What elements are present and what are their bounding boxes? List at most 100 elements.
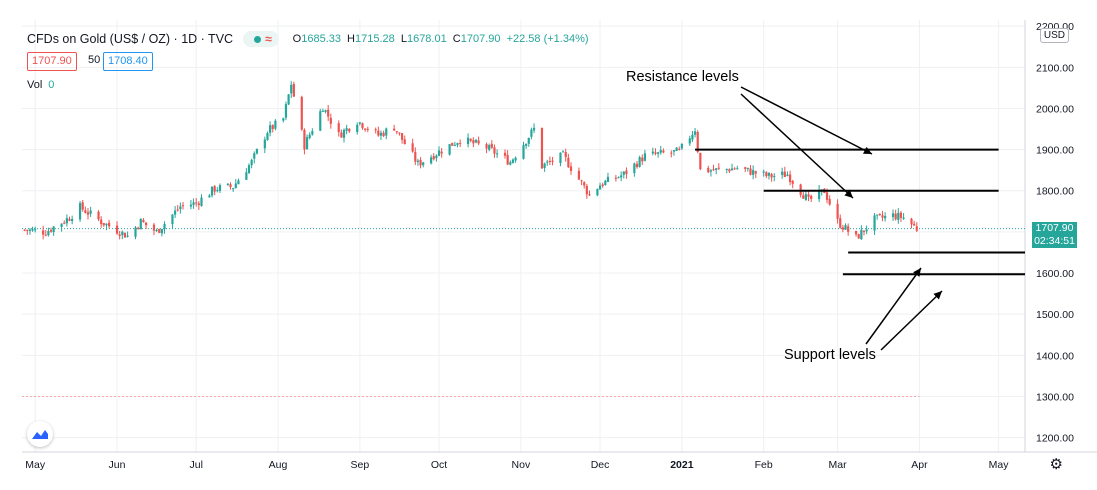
candle-body bbox=[253, 153, 256, 159]
candle-body bbox=[374, 129, 377, 131]
y-tick-label: 1500.00 bbox=[1036, 309, 1074, 321]
candle-body bbox=[49, 229, 53, 232]
candle-body bbox=[200, 197, 203, 206]
candle-body bbox=[173, 210, 177, 215]
currency-label[interactable]: USD bbox=[1039, 28, 1069, 43]
candle-body bbox=[839, 218, 842, 228]
candle-body bbox=[709, 170, 713, 172]
candle-body bbox=[530, 129, 533, 137]
candle-body bbox=[179, 206, 182, 210]
candle-body bbox=[783, 171, 786, 178]
candle-body bbox=[844, 225, 847, 230]
candle-body bbox=[569, 166, 573, 171]
candle-body bbox=[65, 218, 68, 224]
candle-body bbox=[163, 223, 166, 230]
candle-body bbox=[216, 190, 219, 192]
candle-body bbox=[134, 227, 137, 237]
candle-body bbox=[810, 195, 813, 199]
candle-body bbox=[361, 123, 364, 129]
candle-body bbox=[902, 217, 905, 219]
candle-body bbox=[416, 160, 420, 162]
candle-body bbox=[28, 229, 32, 231]
candle-body bbox=[878, 213, 881, 215]
candle-body bbox=[44, 234, 47, 236]
candle-body bbox=[31, 229, 34, 231]
candle-body bbox=[234, 183, 237, 189]
candle-body bbox=[717, 167, 720, 169]
candle-body bbox=[807, 194, 810, 197]
candle-body bbox=[828, 198, 831, 205]
candle-body bbox=[525, 143, 528, 146]
x-tick-label: Sep bbox=[351, 459, 370, 471]
x-tick-label: Dec bbox=[591, 459, 610, 471]
candle-body bbox=[366, 128, 369, 130]
candle-body bbox=[752, 170, 755, 175]
candle-body bbox=[440, 151, 443, 154]
resistance-arrow-lower bbox=[740, 93, 854, 199]
status-badge[interactable]: ≈ bbox=[243, 31, 279, 47]
market-open-dot-icon bbox=[254, 35, 262, 43]
x-tick-label: Oct bbox=[431, 459, 447, 471]
candle-body bbox=[282, 118, 285, 121]
candle-body bbox=[448, 144, 451, 155]
candle-body bbox=[860, 229, 863, 240]
candle-body bbox=[189, 204, 193, 207]
ohlc-values: O1685.33 H1715.28 L1678.01 C1707.90 +22.… bbox=[292, 33, 589, 45]
candle-body bbox=[263, 139, 266, 149]
candle-body bbox=[899, 212, 903, 218]
tradingview-logo-icon[interactable] bbox=[27, 421, 53, 447]
candle-body bbox=[23, 229, 26, 231]
candle-body bbox=[788, 174, 792, 183]
candle-body bbox=[836, 203, 839, 219]
candle-body bbox=[466, 137, 470, 145]
candle-body bbox=[181, 205, 185, 207]
candle-body bbox=[506, 154, 509, 165]
candle-body bbox=[456, 143, 459, 145]
candle-body bbox=[825, 192, 829, 200]
candle-body bbox=[364, 128, 367, 130]
candle-body bbox=[725, 168, 728, 170]
candle-body bbox=[321, 110, 324, 112]
resistance-levels-label: Resistance levels bbox=[626, 69, 739, 85]
candle-body bbox=[862, 230, 866, 232]
candle-body bbox=[97, 211, 100, 220]
candle-body bbox=[672, 150, 676, 152]
current-price: 1707.90 bbox=[1035, 221, 1074, 234]
volume-label: Vol bbox=[27, 79, 43, 91]
gear-icon[interactable]: ⚙ bbox=[1049, 456, 1063, 473]
candle-body bbox=[559, 152, 562, 164]
symbol-title[interactable]: CFDs on Gold (US$ / OZ) · 1D · TVC bbox=[27, 32, 234, 46]
candle-body bbox=[84, 210, 87, 213]
candle-body bbox=[622, 171, 625, 175]
x-tick-label: May bbox=[25, 459, 46, 471]
support-arrow-left bbox=[865, 267, 922, 345]
spread-value: 50 bbox=[88, 54, 101, 66]
candle-body bbox=[712, 169, 715, 171]
candle-body bbox=[247, 165, 251, 173]
candle-body bbox=[522, 145, 525, 159]
candle-body bbox=[767, 172, 771, 176]
candle-body bbox=[60, 223, 63, 228]
candle-body bbox=[496, 153, 499, 155]
candle-body bbox=[662, 150, 665, 153]
candle-body bbox=[342, 129, 346, 138]
candle-body bbox=[197, 203, 200, 206]
ask-price-box[interactable]: 1708.40 bbox=[103, 52, 153, 71]
candle-body bbox=[910, 218, 913, 225]
y-tick-label: 1900.00 bbox=[1036, 145, 1074, 157]
candle-body bbox=[485, 144, 488, 149]
candle-body bbox=[884, 216, 887, 219]
candle-body bbox=[356, 124, 359, 132]
candle-body bbox=[773, 175, 776, 177]
candle-body bbox=[567, 157, 570, 168]
candle-body bbox=[802, 195, 805, 199]
candle-body bbox=[736, 168, 739, 170]
candle-body bbox=[770, 174, 773, 178]
bid-price-box[interactable]: 1707.90 bbox=[27, 52, 77, 71]
resistance-arrow-upper bbox=[740, 86, 873, 155]
candle-body bbox=[749, 168, 752, 175]
candle-body bbox=[791, 180, 794, 184]
candle-body bbox=[379, 132, 383, 136]
y-axis: 1200.001300.001400.001500.001600.001700.… bbox=[1036, 21, 1074, 444]
